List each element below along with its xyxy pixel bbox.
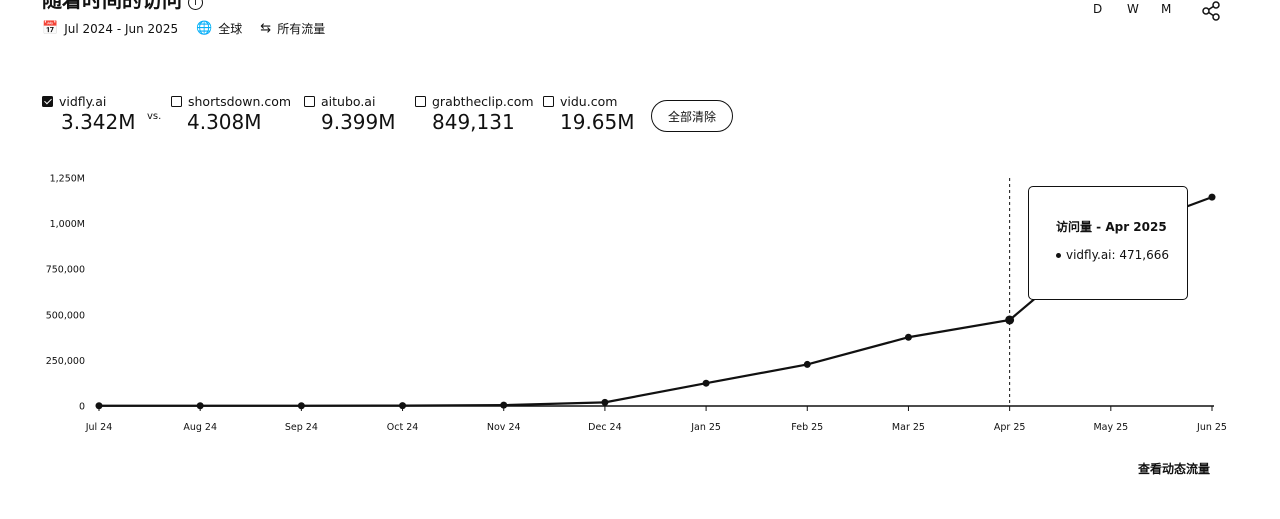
- checkbox-icon[interactable]: [415, 96, 426, 107]
- tooltip-value: vidfly.ai: 471,666: [1066, 248, 1169, 262]
- clear-all-button[interactable]: 全部清除: [651, 100, 733, 132]
- site-value: 4.308M: [187, 110, 262, 134]
- site-name: vidu.com: [560, 94, 618, 109]
- site-aitubo[interactable]: aitubo.ai 9.399M: [304, 94, 396, 134]
- site-name: vidfly.ai: [59, 94, 107, 109]
- checkbox-icon[interactable]: [543, 96, 554, 107]
- data-point: [399, 402, 407, 410]
- vs-label: vs.: [147, 111, 162, 122]
- y-tick-label: 750,000: [46, 265, 85, 276]
- y-tick-label: 1,250M: [50, 174, 85, 185]
- series-dot-icon: [1056, 252, 1061, 258]
- y-tick-label: 0: [79, 402, 85, 413]
- x-tick-label: Nov 24: [487, 422, 521, 433]
- x-tick-label: Oct 24: [387, 422, 419, 433]
- site-vidu[interactable]: vidu.com 19.65M: [543, 94, 635, 134]
- checkbox-icon[interactable]: [42, 96, 53, 107]
- traffic-type[interactable]: 所有流量: [277, 22, 326, 36]
- x-tick-label: Jan 25: [690, 422, 721, 433]
- data-point: [95, 402, 103, 410]
- info-icon[interactable]: i: [188, 0, 203, 10]
- checkbox-icon[interactable]: [304, 96, 315, 107]
- granularity-week-button[interactable]: W: [1127, 2, 1139, 16]
- x-tick-label: Apr 25: [994, 422, 1026, 433]
- compare-row: vidfly.ai 3.342M vs. shortsdown.com 4.30…: [42, 94, 762, 144]
- data-point: [297, 402, 305, 410]
- granularity-month-button[interactable]: M: [1161, 2, 1172, 16]
- x-tick-label: May 25: [1093, 422, 1128, 433]
- x-tick-label: Aug 24: [183, 422, 217, 433]
- x-tick-label: Mar 25: [892, 422, 925, 433]
- y-tick-label: 1,000M: [50, 219, 85, 230]
- y-tick-label: 500,000: [46, 310, 85, 321]
- x-tick-label: Jun 25: [1196, 422, 1227, 433]
- site-shortsdown[interactable]: shortsdown.com 4.308M: [171, 94, 291, 134]
- share-icon[interactable]: [1200, 0, 1222, 22]
- site-name: shortsdown.com: [188, 94, 292, 109]
- x-tick-label: Dec 24: [588, 422, 622, 433]
- checkbox-icon[interactable]: [171, 96, 182, 107]
- chart-tooltip: 访问量 - Apr 2025 vidfly.ai: 471,666: [1028, 186, 1188, 300]
- data-point: [196, 402, 204, 410]
- granularity-day-button[interactable]: D: [1093, 2, 1103, 16]
- data-point: [601, 398, 609, 406]
- tooltip-row: vidfly.ai: 471,666: [1056, 248, 1169, 262]
- site-grabtheclip[interactable]: grabtheclip.com 849,131: [415, 94, 534, 134]
- data-point: [904, 333, 912, 341]
- filters-bar: 📅 Jul 2024 - Jun 2025 🌐 全球 ⇆ 所有流量: [42, 20, 325, 37]
- traffic-icon: ⇆: [260, 21, 272, 36]
- calendar-icon: 📅: [42, 21, 59, 36]
- x-tick-label: Sep 24: [285, 422, 318, 433]
- site-name: grabtheclip.com: [432, 94, 534, 109]
- region[interactable]: 全球: [218, 22, 243, 36]
- page-title-text: 随着时间的访问: [42, 0, 182, 12]
- data-point: [1005, 315, 1015, 325]
- site-value: 19.65M: [560, 110, 635, 134]
- y-tick-label: 250,000: [46, 356, 85, 367]
- site-name: aitubo.ai: [321, 94, 376, 109]
- view-dynamic-traffic-link[interactable]: 查看动态流量: [1138, 462, 1211, 476]
- tooltip-title: 访问量 - Apr 2025: [1056, 220, 1167, 234]
- page-title: 随着时间的访问 i: [42, 0, 203, 12]
- visits-line-chart: 0 250,000 500,000 750,000 1,000M 1,250M Jul 24…: [46, 174, 1227, 434]
- data-point: [500, 401, 508, 409]
- site-value: 9.399M: [321, 110, 396, 134]
- data-point: [1208, 193, 1216, 201]
- x-tick-label: Jul 24: [85, 422, 113, 433]
- site-value: 3.342M: [61, 110, 136, 134]
- site-value: 849,131: [432, 110, 515, 134]
- globe-icon: 🌐: [196, 21, 213, 36]
- x-tick-label: Feb 25: [791, 422, 823, 433]
- series-line-vidfly: [99, 196, 1213, 407]
- data-point: [803, 360, 811, 368]
- date-range[interactable]: Jul 2024 - Jun 2025: [64, 21, 179, 36]
- data-point: [702, 379, 710, 387]
- site-vidfly[interactable]: vidfly.ai 3.342M: [42, 94, 136, 134]
